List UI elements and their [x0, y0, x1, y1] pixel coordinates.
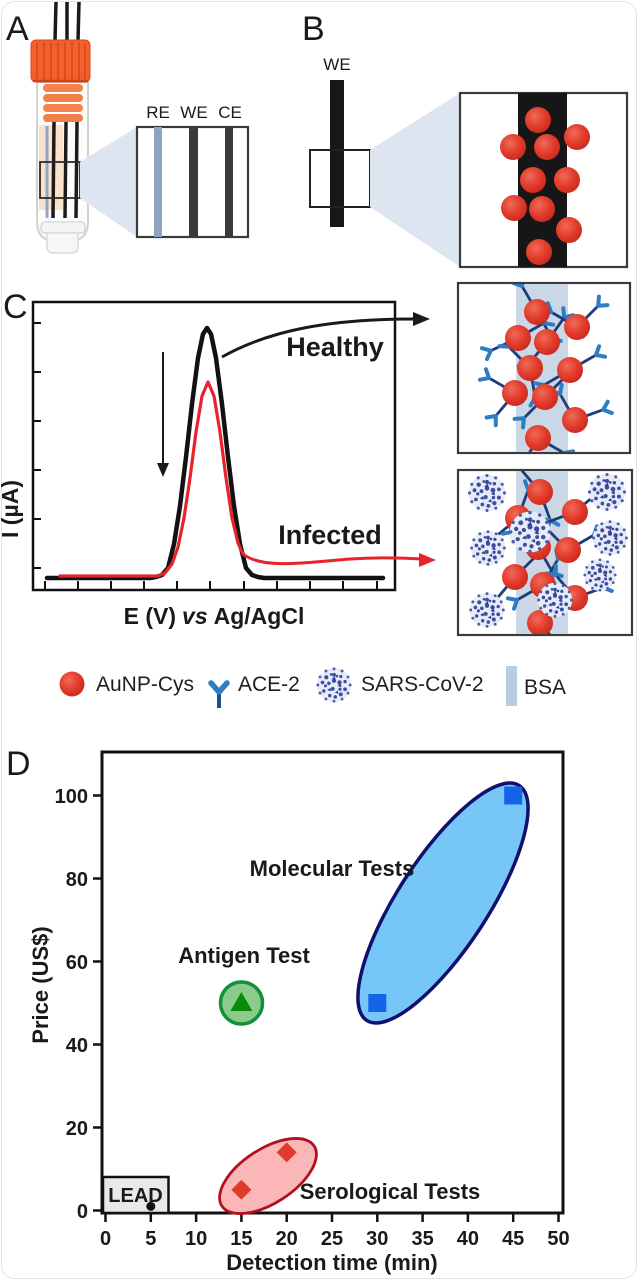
- bsa-icon: [506, 666, 517, 706]
- voltammogram-xlabel: E (V) vs Ag/AgCl: [124, 603, 305, 629]
- point-lead: [146, 1201, 156, 1211]
- panel-d: D 0 20 40 60 80 100 0 5 10: [6, 745, 570, 1275]
- xtick-45: 45: [502, 1228, 524, 1250]
- zoom-cone-b: [370, 93, 460, 267]
- aunp-particles-b: [500, 107, 590, 265]
- ace2-icon: [211, 683, 227, 708]
- legend-bsa-label: BSA: [524, 676, 566, 699]
- we-strip: [330, 80, 344, 227]
- sample-patch: [39, 125, 63, 210]
- zoom-cone-a: [80, 127, 137, 237]
- voltammogram-yticks: [33, 322, 41, 569]
- scatter-yticks: [93, 794, 102, 1212]
- xtick-20: 20: [276, 1228, 298, 1250]
- scatter-ytick-labels: 0 20 40 60 80 100: [55, 786, 88, 1223]
- scatter-xticks: [104, 1213, 560, 1222]
- virus-icon: [316, 667, 352, 703]
- xlabel-e: E (V): [124, 603, 176, 629]
- point-molecular-tests: [504, 786, 523, 805]
- ytick-60: 60: [66, 952, 88, 974]
- infected-scheme: [467, 471, 628, 634]
- point-serological-tests: [276, 1142, 297, 1163]
- ytick-0: 0: [77, 1201, 88, 1223]
- xtick-5: 5: [145, 1228, 156, 1250]
- vial-foot: [46, 232, 79, 254]
- we-label-a: WE: [180, 103, 207, 122]
- panel-a: A: [6, 1, 250, 254]
- healthy-label: Healthy: [286, 332, 384, 362]
- infected-arrowhead: [419, 553, 436, 567]
- xtick-35: 35: [411, 1228, 433, 1250]
- re-stripe: [154, 127, 162, 237]
- legend-virus-label: SARS-CoV-2: [361, 673, 484, 696]
- panel-b-label: B: [302, 10, 325, 48]
- xtick-0: 0: [100, 1228, 111, 1250]
- xtick-50: 50: [547, 1228, 569, 1250]
- molecular-tests-label: Molecular Tests: [250, 856, 415, 881]
- vial-cap: [30, 39, 91, 83]
- legend-aunp-label: AuNP-Cys: [96, 673, 194, 696]
- panel-d-label: D: [6, 745, 31, 783]
- point-serological-tests: [231, 1179, 252, 1200]
- scatter-xlabel: Detection time (min): [226, 1250, 437, 1275]
- vial-thread-coil: [43, 84, 83, 122]
- panel-a-label: A: [6, 10, 29, 48]
- we-label-b: WE: [323, 55, 350, 74]
- legend-ace2-label: ACE-2: [238, 673, 300, 696]
- point-molecular-tests: [368, 994, 387, 1012]
- aunp-particles-healthy: [502, 299, 590, 451]
- ytick-20: 20: [66, 1118, 88, 1140]
- electrode-wires-top: [53, 1, 81, 42]
- re-label: RE: [146, 103, 170, 122]
- aunp-icon: [59, 671, 85, 697]
- infected-curve: [58, 380, 245, 578]
- decrease-arrowhead: [157, 463, 169, 477]
- xtick-25: 25: [321, 1228, 343, 1250]
- healthy-arrowhead: [413, 312, 430, 326]
- scatter-xtick-labels: 0 5 10 15 20 25 30 35 40 45 50: [100, 1228, 570, 1250]
- antigen-test-label: Antigen Test: [178, 943, 310, 968]
- xtick-30: 30: [366, 1228, 388, 1250]
- ytick-40: 40: [66, 1035, 88, 1057]
- healthy-arrow: [221, 317, 415, 359]
- lead-box: [101, 1175, 170, 1215]
- xtick-15: 15: [230, 1228, 252, 1250]
- panel-c-label: C: [3, 288, 28, 326]
- infected-arrow: [242, 552, 423, 566]
- molecular-tests-ellipse: [356, 781, 530, 1025]
- xtick-10: 10: [185, 1228, 207, 1250]
- ytick-100: 100: [55, 786, 88, 808]
- voltammogram-xticks: [44, 581, 378, 590]
- vial-flange: [40, 221, 86, 234]
- ce-stripe: [225, 127, 233, 237]
- scatter-points: [146, 786, 523, 1211]
- serological-tests-label: Serological Tests: [300, 1179, 481, 1204]
- xlabel-vs: vs: [182, 603, 208, 629]
- ce-label: CE: [218, 103, 242, 122]
- voltammogram-ylabel: I (µA): [0, 480, 23, 538]
- we-stripe: [189, 127, 198, 237]
- point-antigen-test: [230, 992, 253, 1011]
- lead-label: LEAD: [108, 1185, 162, 1207]
- scatter-ylabel: Price (US$): [28, 926, 53, 1043]
- panel-b: B WE: [302, 10, 629, 269]
- figure-legend: AuNP-Cys ACE-2 SARS-CoV-2 BSA: [59, 666, 566, 718]
- electrode-wires-inside: [51, 121, 79, 219]
- infected-label: Infected: [278, 520, 382, 550]
- xlabel-agagcl: Ag/AgCl: [214, 603, 305, 629]
- ytick-80: 80: [66, 869, 88, 891]
- healthy-scheme: [477, 284, 614, 452]
- xtick-40: 40: [457, 1228, 479, 1250]
- panel-c: C Healthy Infected I (µA): [0, 281, 634, 637]
